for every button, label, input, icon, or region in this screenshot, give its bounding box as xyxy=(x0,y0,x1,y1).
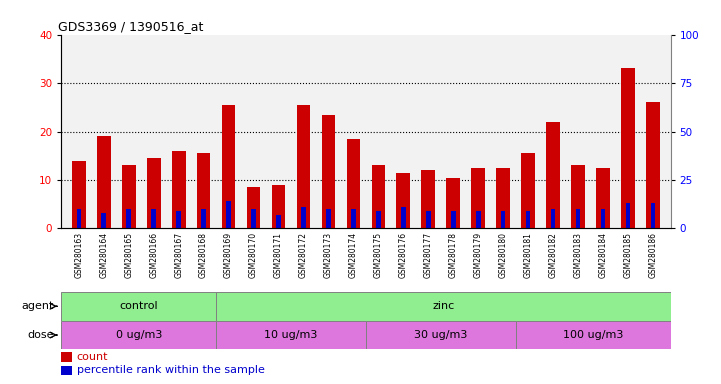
Text: GSM280172: GSM280172 xyxy=(299,232,308,278)
Bar xyxy=(272,185,286,228)
Text: control: control xyxy=(120,301,158,311)
Bar xyxy=(446,177,460,228)
Bar xyxy=(122,166,136,228)
Bar xyxy=(476,211,480,228)
Bar xyxy=(551,209,555,228)
Bar xyxy=(596,168,610,228)
Text: GSM280185: GSM280185 xyxy=(624,232,632,278)
Bar xyxy=(571,166,585,228)
Text: agent: agent xyxy=(22,301,54,311)
Bar xyxy=(322,114,335,228)
Bar xyxy=(247,187,260,228)
Bar xyxy=(397,173,410,228)
Text: GSM280184: GSM280184 xyxy=(598,232,608,278)
Bar xyxy=(276,215,280,228)
Bar xyxy=(222,105,236,228)
Bar xyxy=(76,209,81,228)
Text: GDS3369 / 1390516_at: GDS3369 / 1390516_at xyxy=(58,20,203,33)
Bar xyxy=(451,211,456,228)
Text: 10 ug/m3: 10 ug/m3 xyxy=(265,330,318,340)
Bar xyxy=(172,151,185,228)
Bar xyxy=(626,203,630,228)
Text: dose: dose xyxy=(27,330,54,340)
Bar xyxy=(72,161,86,228)
Bar xyxy=(97,136,110,228)
Bar xyxy=(61,292,216,321)
Bar xyxy=(197,153,211,228)
Bar xyxy=(201,209,206,228)
Bar xyxy=(371,166,385,228)
Bar xyxy=(426,211,430,228)
Bar xyxy=(126,209,131,228)
Bar xyxy=(102,213,106,228)
Bar xyxy=(496,168,510,228)
Text: GSM280182: GSM280182 xyxy=(549,232,557,278)
Text: GSM280181: GSM280181 xyxy=(523,232,533,278)
Bar xyxy=(351,209,355,228)
Text: GSM280167: GSM280167 xyxy=(174,232,183,278)
Bar xyxy=(347,139,360,228)
Text: 100 ug/m3: 100 ug/m3 xyxy=(563,330,624,340)
Text: GSM280170: GSM280170 xyxy=(249,232,258,278)
Bar xyxy=(521,153,535,228)
Text: GSM280163: GSM280163 xyxy=(74,232,83,278)
Text: GSM280169: GSM280169 xyxy=(224,232,233,278)
Text: percentile rank within the sample: percentile rank within the sample xyxy=(76,366,265,376)
Text: count: count xyxy=(76,352,108,362)
Bar xyxy=(61,366,72,375)
Bar xyxy=(252,209,256,228)
Text: GSM280178: GSM280178 xyxy=(448,232,458,278)
Bar xyxy=(216,292,671,321)
Bar xyxy=(296,105,310,228)
Bar xyxy=(547,122,560,228)
Text: GSM280177: GSM280177 xyxy=(424,232,433,278)
Bar xyxy=(401,207,406,228)
Bar xyxy=(326,209,331,228)
Text: 30 ug/m3: 30 ug/m3 xyxy=(414,330,467,340)
Text: GSM280166: GSM280166 xyxy=(149,232,158,278)
Text: GSM280168: GSM280168 xyxy=(199,232,208,278)
Text: GSM280183: GSM280183 xyxy=(574,232,583,278)
Bar xyxy=(366,321,516,349)
Bar xyxy=(376,211,381,228)
Text: GSM280165: GSM280165 xyxy=(124,232,133,278)
Text: GSM280174: GSM280174 xyxy=(349,232,358,278)
Text: GSM280180: GSM280180 xyxy=(499,232,508,278)
Bar xyxy=(651,203,655,228)
Bar xyxy=(61,321,216,349)
Bar xyxy=(177,211,181,228)
Bar xyxy=(646,103,660,228)
Bar xyxy=(501,211,505,228)
Bar xyxy=(151,209,156,228)
Bar xyxy=(61,352,72,362)
Bar xyxy=(622,68,635,228)
Bar xyxy=(526,211,531,228)
Bar xyxy=(422,170,435,228)
Text: GSM280164: GSM280164 xyxy=(99,232,108,278)
Text: GSM280176: GSM280176 xyxy=(399,232,408,278)
Text: GSM280171: GSM280171 xyxy=(274,232,283,278)
Bar xyxy=(576,209,580,228)
Text: GSM280175: GSM280175 xyxy=(374,232,383,278)
Bar xyxy=(601,209,606,228)
Bar xyxy=(226,201,231,228)
Text: GSM280179: GSM280179 xyxy=(474,232,483,278)
Bar xyxy=(516,321,671,349)
Text: zinc: zinc xyxy=(432,301,454,311)
Bar xyxy=(147,158,161,228)
Bar xyxy=(216,321,366,349)
Text: GSM280173: GSM280173 xyxy=(324,232,333,278)
Bar xyxy=(301,207,306,228)
Bar xyxy=(472,168,485,228)
Text: GSM280186: GSM280186 xyxy=(649,232,658,278)
Text: 0 ug/m3: 0 ug/m3 xyxy=(115,330,162,340)
